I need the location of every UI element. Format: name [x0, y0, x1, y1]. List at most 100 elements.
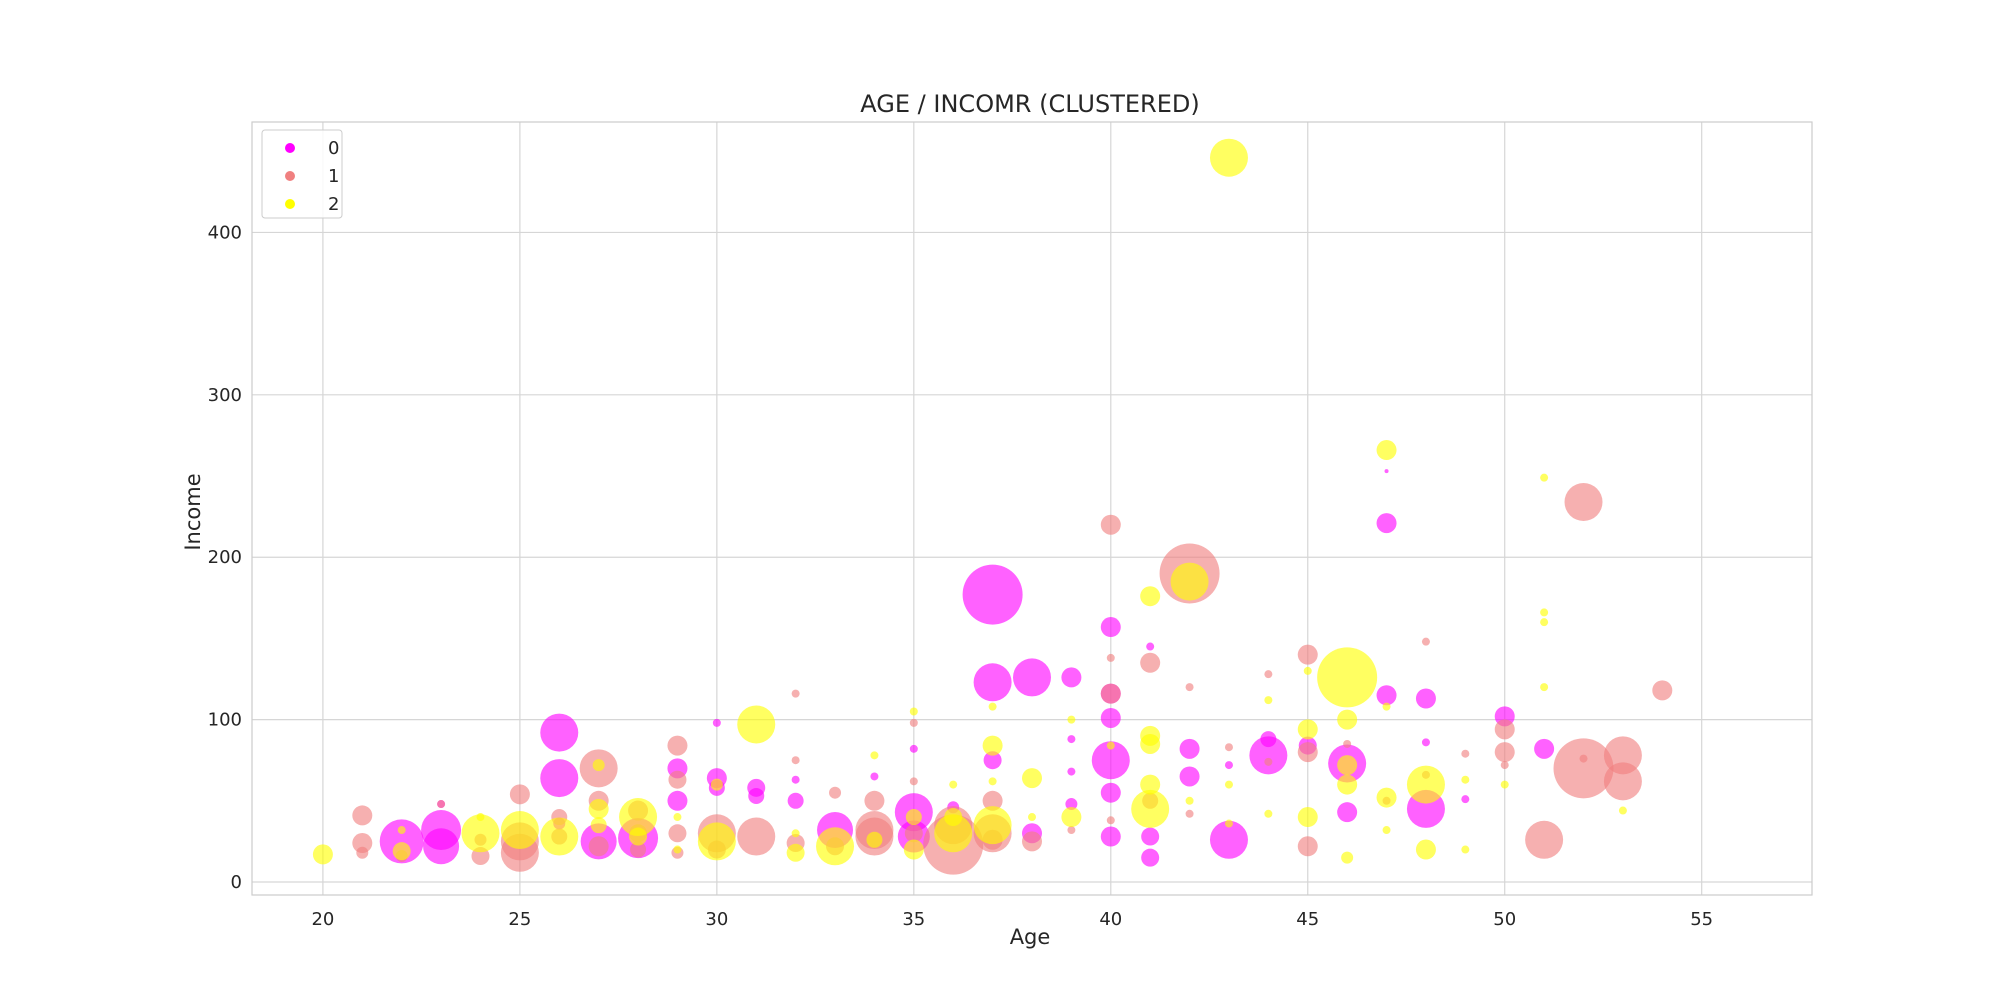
data-point: [540, 713, 579, 752]
data-point: [1067, 735, 1076, 744]
y-tick-label: 200: [208, 547, 242, 568]
data-point: [1421, 738, 1430, 747]
data-point: [1382, 702, 1391, 711]
data-point: [816, 827, 855, 866]
data-point: [437, 800, 446, 809]
data-point: [934, 814, 973, 853]
data-point: [1260, 731, 1277, 748]
data-point: [1421, 637, 1430, 646]
data-point: [1553, 738, 1614, 799]
data-point: [1209, 820, 1248, 859]
data-point: [1185, 683, 1194, 692]
data-point: [1170, 562, 1209, 601]
data-point: [1500, 780, 1509, 789]
data-point: [1100, 707, 1121, 728]
data-point: [983, 751, 1002, 770]
data-point: [1534, 738, 1555, 759]
data-point: [870, 751, 879, 760]
y-tick-label: 0: [231, 872, 242, 893]
series-2-points: [312, 138, 1627, 866]
data-point: [1141, 827, 1160, 846]
data-point: [973, 806, 1012, 845]
data-point: [673, 845, 682, 854]
data-point: [1494, 719, 1515, 740]
data-point: [1067, 767, 1076, 776]
data-point: [1540, 618, 1549, 627]
data-point: [909, 744, 918, 753]
data-point: [1131, 789, 1170, 828]
x-tick-label: 20: [311, 909, 334, 930]
data-point: [1376, 787, 1397, 808]
data-point: [476, 813, 485, 822]
y-tick-labels: 0 100 200 300 400: [208, 222, 242, 893]
data-point: [1224, 761, 1233, 770]
data-point: [667, 735, 688, 756]
data-point: [864, 790, 885, 811]
data-point: [1376, 513, 1397, 534]
data-point: [791, 756, 800, 765]
data-point: [1297, 644, 1318, 665]
data-point: [312, 844, 333, 865]
data-point: [973, 663, 1012, 702]
data-point: [1461, 795, 1470, 804]
data-point: [1494, 742, 1515, 763]
x-tick-label: 40: [1099, 909, 1122, 930]
data-point: [787, 792, 804, 809]
data-point: [748, 787, 765, 804]
x-tick-label: 25: [508, 909, 531, 930]
data-point: [590, 817, 607, 834]
legend-label: 2: [328, 194, 339, 215]
data-point: [1297, 807, 1318, 828]
data-point: [540, 759, 579, 798]
data-point: [509, 784, 530, 805]
data-point: [1185, 796, 1194, 805]
x-tick-label: 50: [1493, 909, 1516, 930]
data-point: [619, 798, 658, 837]
data-point: [1540, 608, 1549, 617]
data-point: [909, 718, 918, 727]
data-point: [1106, 653, 1115, 662]
data-point: [1179, 738, 1200, 759]
data-point: [423, 828, 460, 865]
data-point: [1100, 683, 1121, 704]
data-point: [1140, 733, 1161, 754]
data-point: [1022, 831, 1042, 852]
data-point: [1028, 813, 1036, 822]
data-point: [905, 809, 922, 826]
data-point: [1297, 719, 1318, 740]
data-point: [1461, 775, 1470, 784]
data-point: [1249, 736, 1288, 775]
data-point: [1100, 617, 1121, 638]
data-point: [866, 831, 883, 848]
data-point: [1461, 845, 1470, 854]
plot-frame: [251, 121, 1813, 896]
y-tick-label: 400: [208, 222, 242, 243]
legend: 0 1 2: [261, 129, 343, 219]
data-point: [1415, 688, 1436, 709]
data-point: [1303, 666, 1312, 675]
chart-title: AGE / INCOMR (CLUSTERED): [860, 90, 1199, 118]
data-point: [668, 824, 687, 843]
data-point: [1100, 826, 1121, 847]
data-point: [588, 798, 609, 819]
data-point: [1100, 514, 1121, 535]
data-point: [379, 819, 424, 864]
data-point: [392, 842, 411, 861]
data-point: [1140, 652, 1161, 673]
legend-marker: [285, 143, 295, 153]
data-point: [500, 811, 539, 850]
legend-marker: [285, 171, 295, 181]
data-point: [1013, 658, 1051, 697]
data-points: [312, 138, 1673, 875]
data-point: [904, 824, 923, 843]
data-point: [791, 775, 800, 784]
data-point: [1376, 440, 1397, 461]
data-point: [737, 817, 776, 856]
data-point: [1140, 774, 1161, 795]
data-point: [1337, 802, 1358, 823]
data-point: [1376, 685, 1397, 706]
data-point: [1297, 836, 1318, 857]
data-point: [1264, 696, 1273, 705]
data-point: [1146, 642, 1155, 651]
